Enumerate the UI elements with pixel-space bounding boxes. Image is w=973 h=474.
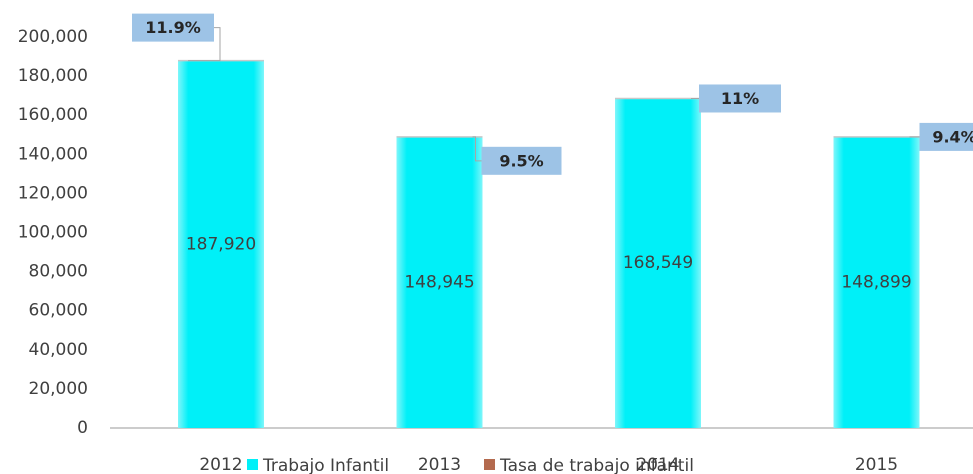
callout-box xyxy=(481,146,562,175)
y-tick-label: 140,000 xyxy=(18,144,88,164)
data-label: 11.9% xyxy=(145,18,201,37)
y-tick-label: 20,000 xyxy=(29,379,88,399)
legend-label: Tasa de trabajo infantil xyxy=(499,456,694,474)
callout-leader xyxy=(472,136,482,162)
y-tick-label: 40,000 xyxy=(29,340,88,360)
value-label: 187,920 xyxy=(186,234,256,254)
callout-box xyxy=(132,13,214,42)
y-tick-label: 180,000 xyxy=(18,66,88,86)
bar xyxy=(615,98,701,429)
y-tick-label: 60,000 xyxy=(29,301,88,321)
callout-box xyxy=(699,84,781,113)
y-tick-label: 200,000 xyxy=(18,27,88,47)
value-label: 168,549 xyxy=(623,253,693,273)
y-tick-label: 0 xyxy=(77,418,88,438)
bar xyxy=(396,136,483,428)
y-tick-label: 80,000 xyxy=(29,262,88,282)
x-tick-label: 2014 xyxy=(636,455,679,474)
x-tick-label: 2013 xyxy=(418,455,461,474)
value-label: 148,945 xyxy=(404,272,474,292)
x-tick-label: 2012 xyxy=(199,455,242,474)
callout-box xyxy=(919,122,973,151)
legend-swatch xyxy=(484,459,495,470)
bar xyxy=(833,136,920,428)
callout-leader xyxy=(188,27,221,62)
y-tick-label: 160,000 xyxy=(18,105,88,125)
legend-label: Trabajo Infantil xyxy=(262,456,389,474)
data-label: 11% xyxy=(721,89,759,108)
value-label: 148,899 xyxy=(841,272,911,292)
data-label: 9.5% xyxy=(499,151,543,170)
x-tick-label: 2015 xyxy=(855,455,898,474)
bar xyxy=(178,60,264,429)
y-tick-label: 100,000 xyxy=(18,223,88,243)
data-label: 9.4% xyxy=(932,127,973,146)
y-tick-label: 120,000 xyxy=(18,183,88,203)
legend-swatch xyxy=(247,459,258,470)
